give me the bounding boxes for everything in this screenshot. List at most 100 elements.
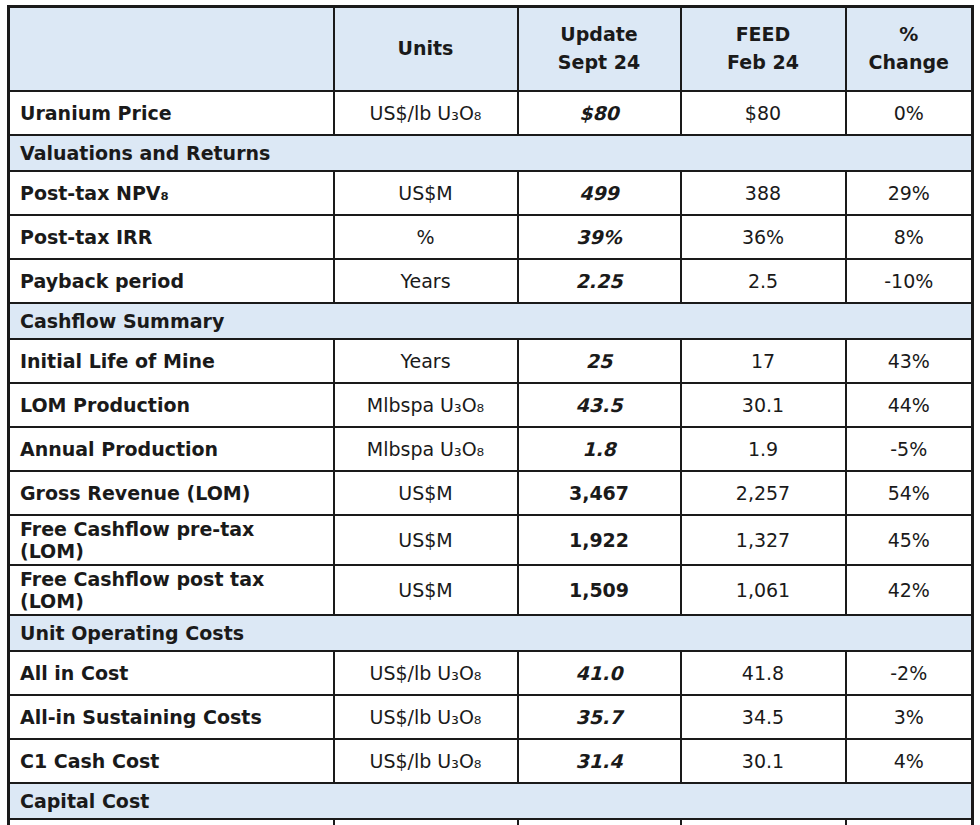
feed-value-cell: 1.9	[681, 427, 846, 471]
update-value-cell: 230	[518, 819, 681, 825]
change-value-cell: 54%	[846, 471, 973, 515]
update-value-cell: 499	[518, 171, 681, 215]
feed-value-cell: 36%	[681, 215, 846, 259]
feed-value-cell: 2.5	[681, 259, 846, 303]
units-cell: US$M	[334, 565, 518, 615]
table-row: C1 Cash CostUS$/lb U₃O₈31.430.14%	[9, 739, 973, 783]
units-cell: US$/lb U₃O₈	[334, 695, 518, 739]
header-update-cell: Update Sept 24	[518, 7, 681, 92]
table-row: Initial Life of MineYears251743%	[9, 339, 973, 383]
table-header: Units Update Sept 24 FEED Feb 24 % Chang…	[9, 7, 973, 92]
header-units-cell: Units	[334, 7, 518, 92]
row-label-cell: Payback period	[9, 259, 334, 303]
units-cell: Years	[334, 339, 518, 383]
row-label-cell: Development Capital	[9, 819, 334, 825]
units-cell: Years	[334, 259, 518, 303]
row-label-cell: Post-tax IRR	[9, 215, 334, 259]
feed-value-cell: 1,327	[681, 515, 846, 565]
feed-value-cell: 17	[681, 339, 846, 383]
section-row: Cashflow Summary	[9, 303, 973, 339]
row-label-cell: All-in Sustaining Costs	[9, 695, 334, 739]
table-row: Uranium PriceUS$/lb U₃O₈$80$800%	[9, 91, 973, 135]
section-row: Unit Operating Costs	[9, 615, 973, 651]
row-label-cell: Free Cashflow post tax (LOM)	[9, 565, 334, 615]
update-value-cell: 39%	[518, 215, 681, 259]
section-label: Capital Cost	[9, 783, 973, 819]
units-cell: US$/lb U₃O₈	[334, 651, 518, 695]
update-value-cell: 1.8	[518, 427, 681, 471]
update-value-cell: 35.7	[518, 695, 681, 739]
section-row: Valuations and Returns	[9, 135, 973, 171]
header-blank-cell	[9, 7, 334, 92]
units-cell: US$M	[334, 471, 518, 515]
table-row: All in CostUS$/lb U₃O₈41.041.8-2%	[9, 651, 973, 695]
page: Units Update Sept 24 FEED Feb 24 % Chang…	[0, 0, 980, 825]
feed-value-cell: 30.1	[681, 739, 846, 783]
update-value-cell: 31.4	[518, 739, 681, 783]
table-row: Post-tax NPV₈US$M49938829%	[9, 171, 973, 215]
row-label-cell: C1 Cash Cost	[9, 739, 334, 783]
change-value-cell: 42%	[846, 565, 973, 615]
update-value-cell: 2.25	[518, 259, 681, 303]
units-cell: US$/lb U₃O₈	[334, 739, 518, 783]
row-label-cell: Free Cashflow pre-tax (LOM)	[9, 515, 334, 565]
feed-value-cell: 2,257	[681, 471, 846, 515]
row-label-cell: All in Cost	[9, 651, 334, 695]
section-label: Cashflow Summary	[9, 303, 973, 339]
header-feed-cell: FEED Feb 24	[681, 7, 846, 92]
table-row: Development CapitalUS$M2302300%	[9, 819, 973, 825]
update-value-cell: 25	[518, 339, 681, 383]
units-cell: US$M	[334, 819, 518, 825]
feed-value-cell: $80	[681, 91, 846, 135]
change-value-cell: -2%	[846, 651, 973, 695]
section-label: Unit Operating Costs	[9, 615, 973, 651]
header-change-cell: % Change	[846, 7, 973, 92]
feed-value-cell: 388	[681, 171, 846, 215]
update-value-cell: $80	[518, 91, 681, 135]
header-row: Units Update Sept 24 FEED Feb 24 % Chang…	[9, 7, 973, 92]
update-value-cell: 1,922	[518, 515, 681, 565]
change-value-cell: 45%	[846, 515, 973, 565]
update-value-cell: 3,467	[518, 471, 681, 515]
update-value-cell: 43.5	[518, 383, 681, 427]
feed-value-cell: 30.1	[681, 383, 846, 427]
table-row: All-in Sustaining CostsUS$/lb U₃O₈35.734…	[9, 695, 973, 739]
section-label: Valuations and Returns	[9, 135, 973, 171]
update-value-cell: 41.0	[518, 651, 681, 695]
feed-value-cell: 230	[681, 819, 846, 825]
change-value-cell: 29%	[846, 171, 973, 215]
change-value-cell: 8%	[846, 215, 973, 259]
change-value-cell: 3%	[846, 695, 973, 739]
feed-value-cell: 41.8	[681, 651, 846, 695]
units-cell: Mlbspa U₃O₈	[334, 427, 518, 471]
table-row: Annual ProductionMlbspa U₃O₈1.81.9-5%	[9, 427, 973, 471]
row-label-cell: Uranium Price	[9, 91, 334, 135]
change-value-cell: 0%	[846, 819, 973, 825]
change-value-cell: 4%	[846, 739, 973, 783]
units-cell: US$/lb U₃O₈	[334, 91, 518, 135]
table-body: Uranium PriceUS$/lb U₃O₈$80$800%Valuatio…	[9, 91, 973, 825]
change-value-cell: 0%	[846, 91, 973, 135]
units-cell: %	[334, 215, 518, 259]
row-label-cell: Annual Production	[9, 427, 334, 471]
units-cell: Mlbspa U₃O₈	[334, 383, 518, 427]
table-row: Free Cashflow post tax (LOM)US$M1,5091,0…	[9, 565, 973, 615]
row-label-cell: LOM Production	[9, 383, 334, 427]
section-row: Capital Cost	[9, 783, 973, 819]
change-value-cell: 43%	[846, 339, 973, 383]
metrics-table: Units Update Sept 24 FEED Feb 24 % Chang…	[7, 5, 974, 825]
table-row: LOM ProductionMlbspa U₃O₈43.530.144%	[9, 383, 973, 427]
feed-value-cell: 34.5	[681, 695, 846, 739]
change-value-cell: -10%	[846, 259, 973, 303]
table-row: Gross Revenue (LOM)US$M3,4672,25754%	[9, 471, 973, 515]
table-row: Payback periodYears2.252.5-10%	[9, 259, 973, 303]
row-label-cell: Initial Life of Mine	[9, 339, 334, 383]
row-label-cell: Gross Revenue (LOM)	[9, 471, 334, 515]
update-value-cell: 1,509	[518, 565, 681, 615]
change-value-cell: 44%	[846, 383, 973, 427]
units-cell: US$M	[334, 515, 518, 565]
table-row: Free Cashflow pre-tax (LOM)US$M1,9221,32…	[9, 515, 973, 565]
change-value-cell: -5%	[846, 427, 973, 471]
feed-value-cell: 1,061	[681, 565, 846, 615]
table-row: Post-tax IRR%39%36%8%	[9, 215, 973, 259]
